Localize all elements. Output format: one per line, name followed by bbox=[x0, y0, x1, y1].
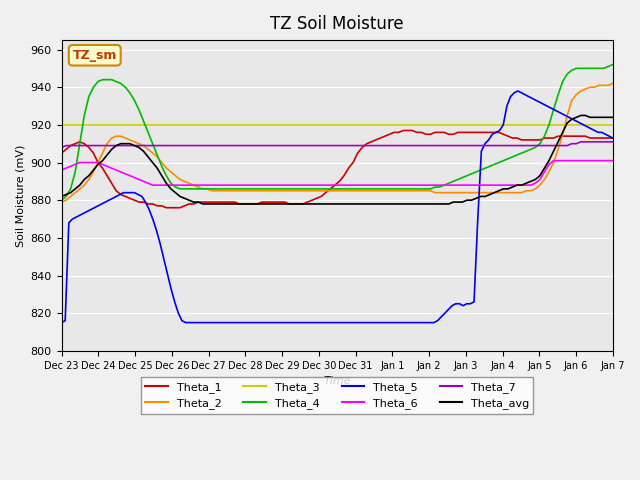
Legend: Theta_1, Theta_2, Theta_3, Theta_4, Theta_5, Theta_6, Theta_7, Theta_avg: Theta_1, Theta_2, Theta_3, Theta_4, Thet… bbox=[141, 377, 533, 414]
Y-axis label: Soil Moisture (mV): Soil Moisture (mV) bbox=[15, 144, 25, 247]
X-axis label: Time: Time bbox=[323, 376, 351, 386]
Title: TZ Soil Moisture: TZ Soil Moisture bbox=[270, 15, 404, 33]
Text: TZ_sm: TZ_sm bbox=[72, 49, 117, 62]
